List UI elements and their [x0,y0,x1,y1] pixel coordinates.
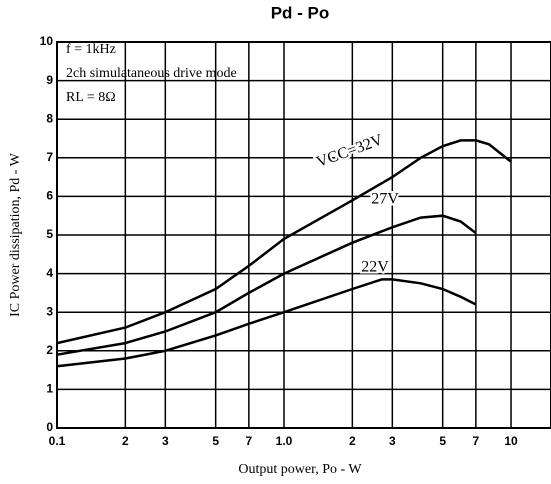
annotation: f = 1kHz [66,42,116,57]
x-axis-label: Output power, Po - W [238,462,362,477]
x-tick-label: 3 [389,434,396,448]
x-tick-label: 2 [122,434,129,448]
annotation: RL = 8Ω [66,90,116,105]
chart-title: Pd - Po [271,3,330,22]
y-tick-label: 6 [46,189,53,203]
series-label: 27V [371,191,399,208]
annotation: 2ch simulataneous drive mode [66,66,237,81]
y-tick-label: 4 [46,266,53,280]
y-axis-label: IC Power dissipation, Pd - W [8,152,23,317]
y-tick-label: 3 [46,304,53,318]
x-tick-label: 7 [246,434,253,448]
data-line [56,139,512,345]
x-tick-label: 7 [473,434,480,448]
data-line [56,214,477,356]
x-tick-label: 5 [212,434,219,448]
series-label: VCC=32V [314,131,386,171]
x-tick-label: 3 [162,434,169,448]
y-tick-label: 1 [46,382,53,396]
series-label: 22V [361,259,389,276]
y-tick-label: 9 [46,73,53,87]
x-tick-label: 5 [439,434,446,448]
data-line [56,278,477,368]
x-tick-label: 0.1 [49,434,66,448]
y-tick-label: 2 [46,343,53,357]
x-tick-label: 10 [504,434,518,448]
y-tick-label: 0 [46,420,53,434]
x-tick-label: 1.0 [276,434,293,448]
y-tick-label: 8 [46,111,53,125]
y-tick-label: 5 [46,227,53,241]
y-tick-label: 7 [46,150,53,164]
x-tick-label: 2 [349,434,356,448]
y-tick-label: 10 [40,34,54,48]
